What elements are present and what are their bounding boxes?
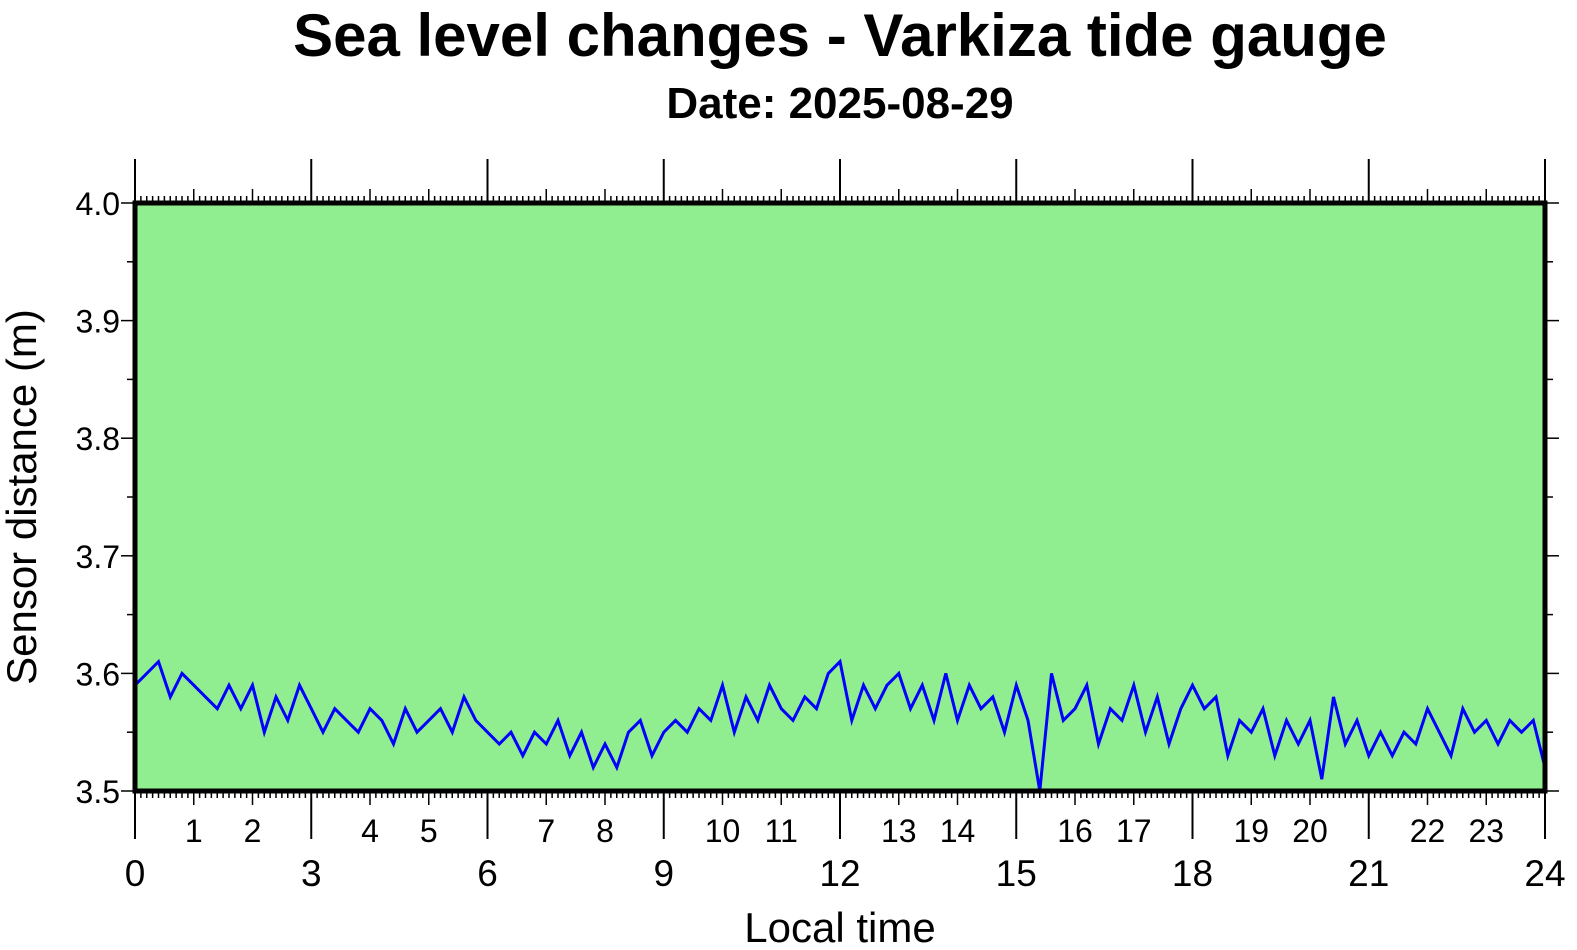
x-hour-tick-label: 16 [1057, 813, 1093, 849]
plot-area [135, 203, 1545, 791]
x-hour-tick-label: 11 [765, 813, 798, 849]
x-major-tick-label: 12 [819, 853, 860, 894]
x-hour-tick-label: 5 [420, 813, 438, 849]
x-axis-label: Local time [744, 904, 935, 950]
x-hour-tick-label: 22 [1410, 813, 1446, 849]
x-hour-tick-label: 10 [705, 813, 741, 849]
y-tick-label: 3.5 [76, 774, 120, 810]
x-hour-tick-label: 19 [1233, 813, 1269, 849]
y-axis-label: Sensor distance (m) [0, 309, 45, 685]
x-major-tick-label: 6 [477, 853, 498, 894]
series-layer [133, 658, 1547, 792]
chart-title: Sea level changes - Varkiza tide gauge [293, 2, 1387, 69]
axes-layer: 0 3 6 9 12 15 18 21 241 2 4 5 7 8 10 11 13 14 16 17 19 20 22 23… [76, 159, 1566, 894]
x-hour-tick-label: 4 [361, 813, 379, 849]
x-hour-tick-label: 17 [1116, 813, 1152, 849]
x-hour-tick-label: 13 [881, 813, 917, 849]
y-tick-label: 4.0 [76, 186, 120, 222]
y-tick-label: 3.8 [76, 421, 120, 457]
x-hour-tick-label: 8 [596, 813, 614, 849]
x-major-tick-label: 21 [1348, 853, 1389, 894]
series-line-0 [133, 658, 1547, 792]
y-tick-label: 3.6 [76, 656, 120, 692]
x-major-tick-label: 15 [996, 853, 1037, 894]
x-hour-tick-label: 7 [537, 813, 555, 849]
x-hour-tick-label: 20 [1292, 813, 1328, 849]
x-hour-tick-label: 1 [185, 813, 203, 849]
x-major-tick-label: 18 [1172, 853, 1213, 894]
x-major-tick-label: 9 [653, 853, 674, 894]
y-tick-label: 3.9 [76, 304, 120, 340]
x-hour-tick-label: 2 [244, 813, 262, 849]
chart-subtitle: Date: 2025-08-29 [666, 79, 1013, 128]
x-hour-tick-label: 14 [940, 813, 976, 849]
y-tick-label: 3.7 [76, 539, 120, 575]
x-major-tick-label: 24 [1524, 853, 1565, 894]
x-major-tick-label: 0 [125, 853, 146, 894]
x-major-tick-label: 3 [301, 853, 322, 894]
x-hour-tick-label: 23 [1468, 813, 1504, 849]
